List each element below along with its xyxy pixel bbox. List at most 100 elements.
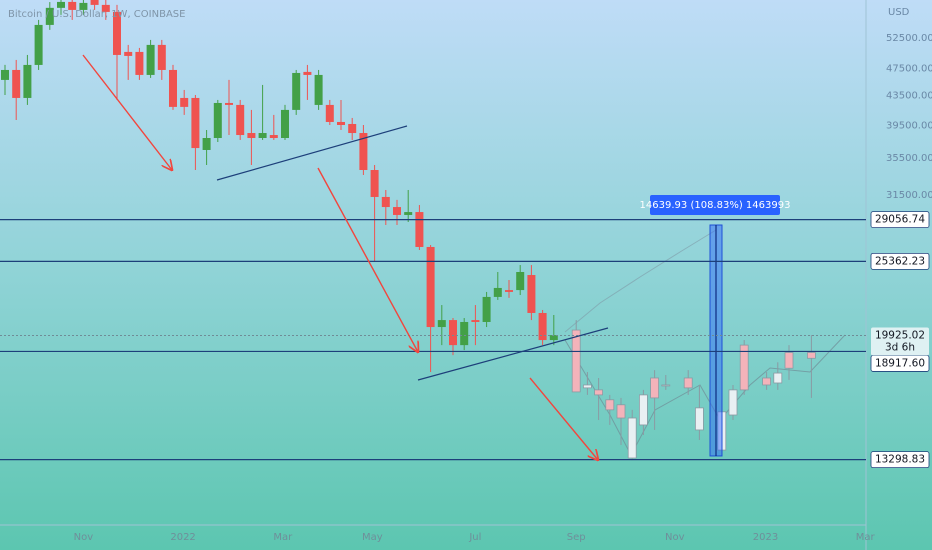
y-tick-label: 52500.00 (886, 33, 932, 44)
candle-body (571, 329, 581, 393)
x-tick-label: Jul (468, 532, 481, 543)
chart-title: Bitcoin / U.S. Dollar, 1W, COINBASE (8, 9, 185, 20)
price-level-box (870, 451, 930, 469)
candle-body (303, 71, 312, 75)
candle-body (583, 384, 592, 389)
candle-body (460, 321, 469, 346)
x-tick-label: Sep (567, 532, 586, 543)
candle-body (482, 296, 491, 322)
candle-body (784, 352, 794, 369)
price-level-box (870, 211, 930, 229)
candle-body (135, 51, 144, 75)
current-price-label: 19925.02 (875, 329, 925, 341)
candle-body (627, 417, 637, 459)
candle-body (661, 384, 671, 387)
candle-body (728, 389, 738, 416)
projection-path (564, 229, 717, 333)
x-tick-label: Nov (74, 532, 94, 543)
y-tick-label: 31500.00 (886, 190, 932, 201)
candle-body (169, 69, 177, 107)
candle-body (45, 7, 54, 25)
candle-body (325, 104, 334, 122)
price-level-label: 25362.23 (875, 255, 925, 267)
candle-body (650, 377, 659, 399)
candle-body (23, 64, 32, 98)
candle-body (225, 102, 233, 105)
trend-line (417, 327, 609, 381)
x-tick-label: 2023 (753, 532, 778, 543)
candle-body (393, 207, 401, 215)
price-level-box (870, 252, 930, 270)
candle-body (236, 104, 245, 136)
candle-body (57, 1, 65, 8)
candle-body (683, 377, 693, 389)
candle-body (549, 335, 558, 341)
candle-body (113, 11, 121, 55)
current-price-box (871, 327, 929, 356)
candle-body (90, 0, 99, 5)
candle-body (12, 69, 21, 98)
x-tick-label: May (362, 532, 383, 543)
candle-body (258, 133, 267, 139)
candle-body (605, 399, 615, 411)
y-tick-label: 43500.00 (886, 91, 932, 102)
candle-body (471, 320, 480, 322)
trend-line (216, 125, 408, 181)
candle-body (807, 352, 816, 359)
y-tick-label: 35500.00 (886, 153, 932, 164)
candle-body (1, 69, 9, 80)
candle-body (281, 109, 289, 139)
arrow (82, 54, 172, 170)
candle-body (359, 133, 368, 171)
candle-body (370, 170, 379, 197)
candle-body (594, 389, 603, 396)
candle-body (773, 372, 783, 384)
candle-body (202, 138, 211, 150)
plot (0, 0, 866, 461)
candle-body (381, 196, 390, 208)
candle-body (337, 121, 345, 125)
candle-body (415, 212, 424, 247)
candle-body (437, 320, 446, 328)
candle-body (247, 133, 256, 139)
labels: Bitcoin / U.S. Dollar, 1W, COINBASE USD … (8, 7, 932, 543)
currency: USD (888, 7, 910, 18)
candle-body (739, 344, 749, 391)
y-tick-label: 39500.00 (886, 120, 932, 131)
countdown: 3d 6h (885, 341, 915, 353)
candle-body (292, 72, 301, 110)
candle-body (314, 74, 323, 105)
candle-body (157, 44, 166, 70)
arrow (529, 377, 598, 460)
x-tick-label: Mar (856, 532, 876, 543)
drawings (82, 54, 609, 460)
x-tick-label: Nov (665, 532, 685, 543)
price-level-label: 13298.83 (875, 454, 925, 466)
candle-body (505, 290, 513, 292)
arrow (317, 167, 418, 352)
candle-body (426, 246, 435, 328)
candle-body (191, 97, 200, 149)
measure-label-box (650, 195, 780, 216)
candle-body (538, 312, 547, 341)
candle-body (68, 1, 77, 10)
candle-body (180, 97, 189, 107)
candle-body (404, 212, 413, 215)
candle-body (616, 404, 626, 419)
candle-body (213, 102, 222, 139)
candle-body (527, 275, 536, 313)
candle-body (79, 2, 88, 10)
measure-label: 14639.93 (108.83%) 1463993 (640, 200, 791, 211)
candle-body (493, 287, 502, 297)
price-level-label: 29056.74 (875, 214, 925, 226)
candle-body (348, 123, 357, 134)
candle-body (146, 44, 155, 75)
x-tick-label: Mar (273, 532, 293, 543)
x-tick-label: 2022 (170, 532, 195, 543)
candle-body (101, 4, 110, 12)
candle-body (449, 320, 457, 346)
candle-body (695, 407, 704, 431)
candle-body (34, 24, 43, 65)
